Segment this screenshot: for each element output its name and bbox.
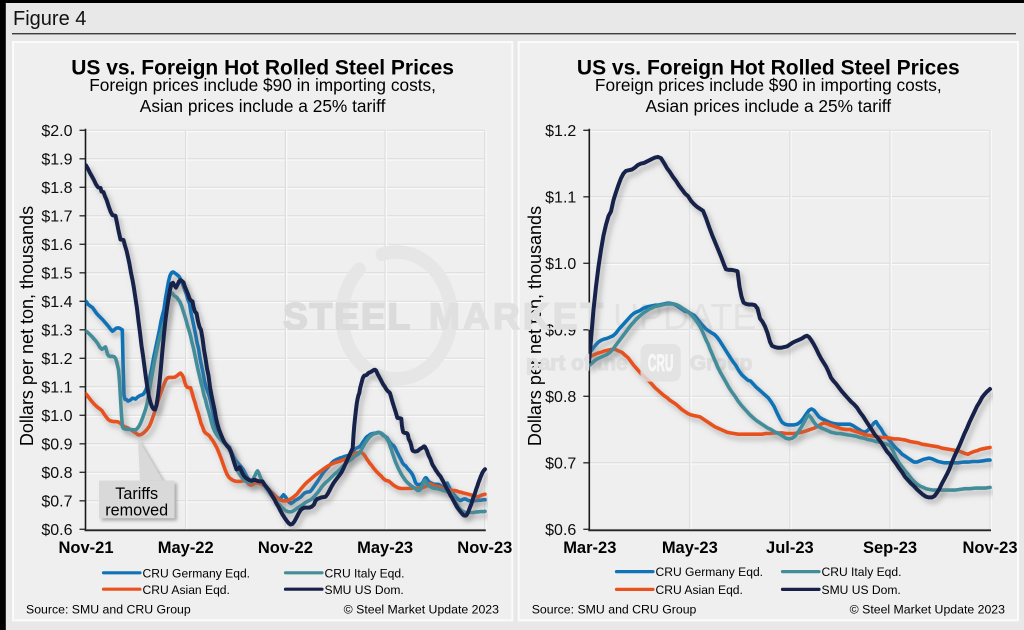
svg-text:$1.0: $1.0 [545,256,576,273]
svg-text:MARKET: MARKET [429,296,606,337]
svg-text:$0.9: $0.9 [41,437,72,454]
svg-text:Tariffs: Tariffs [115,485,158,503]
svg-text:CRU Asian Eqd.: CRU Asian Eqd. [656,583,743,597]
svg-text:removed: removed [105,502,168,520]
svg-text:CRU: CRU [648,350,674,377]
svg-text:$1.9: $1.9 [41,152,72,169]
svg-text:CRU Italy Eqd.: CRU Italy Eqd. [325,566,405,580]
svg-text:STEEL: STEEL [283,296,412,337]
svg-text:$0.9: $0.9 [545,323,576,340]
svg-text:$2.0: $2.0 [41,123,72,140]
svg-text:$1.4: $1.4 [41,294,72,311]
svg-text:Nov-23: Nov-23 [457,539,512,557]
svg-text:$1.3: $1.3 [41,323,72,340]
svg-text:CRU Germany Eqd.: CRU Germany Eqd. [656,565,764,579]
svg-text:$0.6: $0.6 [41,522,72,539]
svg-text:$1.7: $1.7 [41,209,72,226]
svg-text:$1.2: $1.2 [41,351,72,368]
svg-text:May-22: May-22 [158,539,214,557]
svg-text:$1.1: $1.1 [41,380,72,397]
svg-text:CRU Germany Eqd.: CRU Germany Eqd. [143,566,251,580]
svg-text:$0.7: $0.7 [41,494,72,511]
svg-text:US vs. Foreign Hot Rolled Stee: US vs. Foreign Hot Rolled Steel Prices [577,57,960,80]
svg-text:Asian prices include a 25% tar: Asian prices include a 25% tariff [646,96,892,116]
svg-text:Mar-23: Mar-23 [563,539,616,557]
svg-text:Figure 4: Figure 4 [13,8,86,30]
svg-text:CRU Asian Eqd.: CRU Asian Eqd. [143,583,230,597]
svg-text:SMU US Dom.: SMU US Dom. [822,583,901,597]
svg-text:© Steel Market Update 2023: © Steel Market Update 2023 [344,603,500,617]
svg-text:Source: SMU and CRU Group: Source: SMU and CRU Group [532,603,697,617]
svg-text:Nov-21: Nov-21 [58,539,113,557]
svg-text:Dollars per net ton, thousands: Dollars per net ton, thousands [17,206,37,446]
svg-text:$1.1: $1.1 [545,190,576,207]
svg-text:Foreign prices include $90 in: Foreign prices include $90 in importing … [89,75,436,95]
svg-text:$0.8: $0.8 [41,465,72,482]
svg-text:© Steel Market Update 2023: © Steel Market Update 2023 [850,603,1006,617]
svg-text:US vs. Foreign Hot Rolled Stee: US vs. Foreign Hot Rolled Steel Prices [71,57,454,80]
svg-text:Jul-23: Jul-23 [766,539,814,557]
svg-text:$0.8: $0.8 [545,389,576,406]
svg-text:$1.2: $1.2 [545,123,576,140]
svg-text:$0.6: $0.6 [545,522,576,539]
svg-text:part of the: part of the [526,352,628,375]
svg-text:$1.8: $1.8 [41,180,72,197]
svg-text:$0.7: $0.7 [545,456,576,473]
svg-text:Dollars per net ton, thousands: Dollars per net ton, thousands [525,206,545,446]
svg-text:Nov-23: Nov-23 [962,539,1017,557]
svg-text:May-23: May-23 [662,539,718,557]
svg-text:SMU US Dom.: SMU US Dom. [325,583,404,597]
svg-text:$1.5: $1.5 [41,266,72,283]
svg-text:May-23: May-23 [357,539,413,557]
svg-text:Foreign prices include $90 in: Foreign prices include $90 in importing … [595,75,942,95]
svg-text:Asian prices include a 25% tar: Asian prices include a 25% tariff [140,96,386,116]
svg-text:Source: SMU and CRU Group: Source: SMU and CRU Group [26,603,191,617]
svg-text:Nov-22: Nov-22 [258,539,313,557]
svg-text:$1.6: $1.6 [41,237,72,254]
svg-text:Sep-23: Sep-23 [863,539,917,557]
svg-text:$1.0: $1.0 [41,408,72,425]
svg-text:UPDATE: UPDATE [613,296,756,337]
svg-text:CRU Italy Eqd.: CRU Italy Eqd. [822,565,902,579]
